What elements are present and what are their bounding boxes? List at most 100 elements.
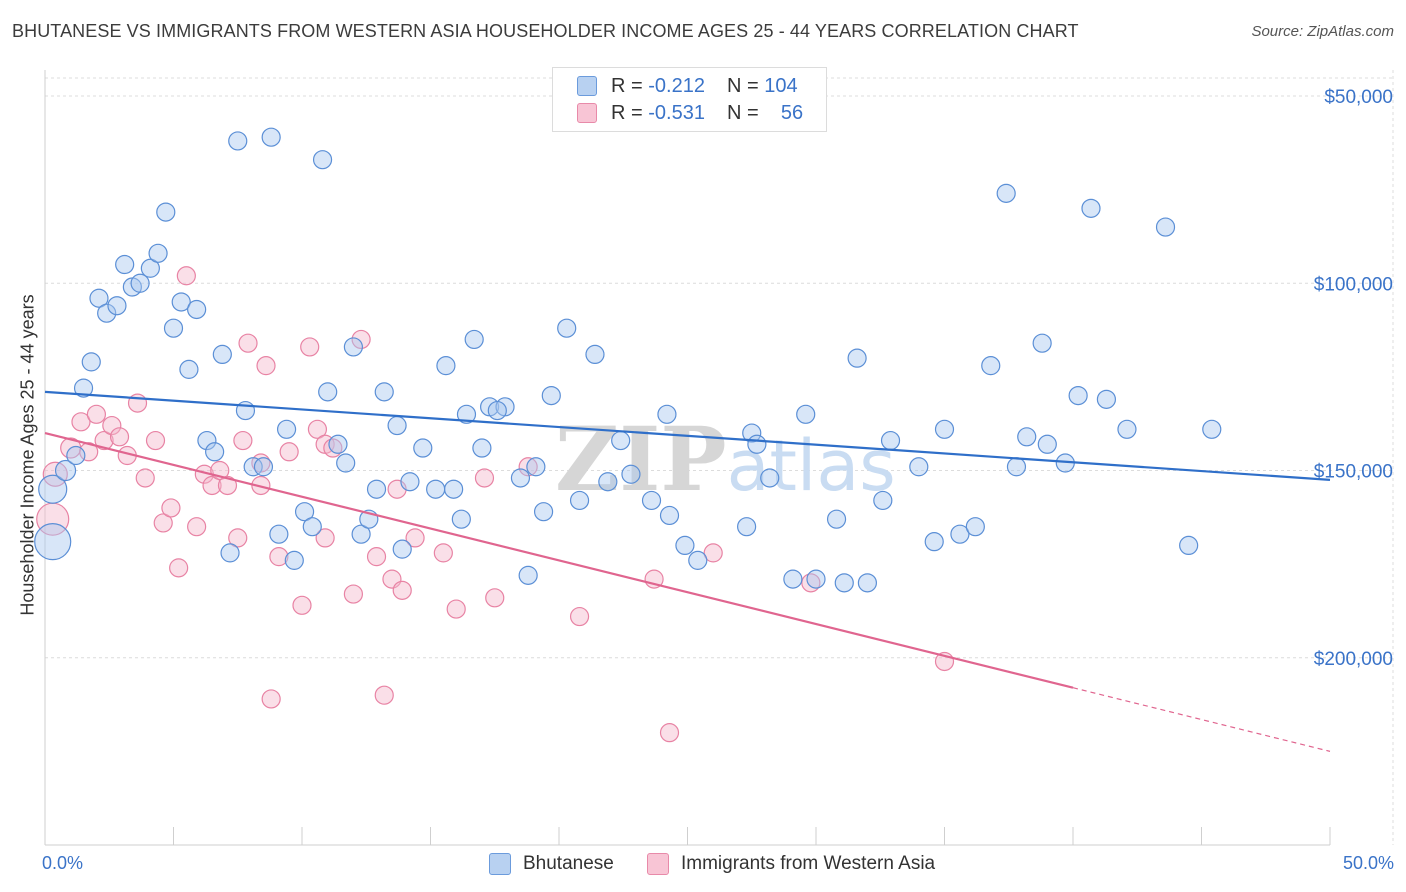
data-point-bhutanese bbox=[351, 524, 371, 544]
data-point-immigrants bbox=[109, 427, 130, 447]
data-point-bhutanese bbox=[253, 457, 274, 477]
bottom-legend-label: Immigrants from Western Asia bbox=[681, 853, 936, 874]
source-note: Source: ZipAtlas.com bbox=[1251, 23, 1394, 40]
data-point-bhutanese bbox=[873, 490, 893, 511]
data-point-bhutanese bbox=[585, 344, 605, 365]
legend-r-value: -0.212 bbox=[648, 74, 705, 97]
data-point-immigrants bbox=[187, 517, 207, 537]
y-tick-label: $150,000 bbox=[1314, 462, 1393, 483]
data-point-bhutanese bbox=[526, 457, 546, 477]
data-point-immigrants bbox=[202, 475, 222, 496]
legend-r-value: -0.531 bbox=[648, 101, 705, 124]
data-point-bhutanese bbox=[965, 517, 985, 537]
data-point-bhutanese bbox=[374, 382, 394, 402]
data-point-immigrants bbox=[392, 580, 412, 600]
data-point-bhutanese bbox=[1202, 419, 1222, 439]
data-point-bhutanese bbox=[1068, 386, 1088, 406]
data-point-immigrants bbox=[292, 595, 312, 615]
data-point-bhutanese bbox=[834, 573, 854, 593]
data-point-bhutanese bbox=[675, 535, 695, 556]
data-point-bhutanese bbox=[392, 539, 412, 559]
y-tick-labels: $200,000 $150,000 $100,000 $50,000 bbox=[1314, 87, 1393, 670]
bottom-legend-label: Bhutanese bbox=[523, 853, 614, 874]
data-point-immigrants bbox=[307, 419, 328, 439]
data-point-immigrants bbox=[351, 329, 371, 350]
data-point-bhutanese bbox=[366, 479, 387, 499]
data-point-bhutanese bbox=[163, 318, 184, 338]
data-point-bhutanese bbox=[641, 490, 662, 511]
data-point-bhutanese bbox=[1017, 427, 1037, 447]
legend-n-value: 104 bbox=[764, 74, 798, 97]
data-point-bhutanese bbox=[243, 457, 263, 477]
data-point-immigrants bbox=[446, 599, 466, 619]
data-point-bhutanese bbox=[413, 438, 433, 458]
data-point-bhutanese bbox=[934, 419, 955, 439]
data-point-bhutanese bbox=[659, 505, 680, 526]
data-point-bhutanese bbox=[847, 348, 867, 368]
data-point-bhutanese bbox=[269, 524, 289, 544]
data-point-immigrants bbox=[659, 723, 680, 743]
legend-r-label: R = bbox=[611, 101, 643, 124]
data-point-immigrants bbox=[703, 543, 723, 563]
data-point-immigrants bbox=[153, 513, 173, 533]
y-tick-label: $50,000 bbox=[1324, 87, 1393, 108]
x-min-label: 0.0% bbox=[42, 853, 84, 873]
x-max-label: 50.0% bbox=[1342, 853, 1394, 873]
data-point-immigrants bbox=[518, 457, 538, 477]
data-point-immigrants bbox=[256, 356, 276, 376]
data-point-bhutanese bbox=[1081, 198, 1101, 218]
bottom-legend-swatch-blue bbox=[489, 853, 511, 875]
data-point-bhutanese bbox=[38, 474, 68, 504]
data-point-bhutanese bbox=[130, 273, 150, 293]
correlation-legend: R = -0.212 N = 104 R = -0.531 N = 56 bbox=[552, 67, 827, 132]
data-point-bhutanese bbox=[197, 430, 217, 451]
data-point-bhutanese bbox=[171, 292, 191, 312]
data-point-bhutanese bbox=[228, 131, 248, 151]
data-point-immigrants bbox=[94, 430, 114, 451]
data-point-bhutanese bbox=[148, 243, 168, 263]
data-point-immigrants bbox=[569, 606, 590, 627]
data-point-bhutanese bbox=[688, 550, 708, 570]
data-point-bhutanese bbox=[426, 479, 446, 499]
data-point-immigrants bbox=[300, 337, 320, 357]
data-point-bhutanese bbox=[284, 550, 304, 570]
data-point-bhutanese bbox=[456, 404, 477, 424]
data-point-immigrants bbox=[238, 333, 258, 353]
legend-swatch-pink bbox=[577, 103, 597, 123]
data-point-bhutanese bbox=[950, 524, 970, 544]
data-point-bhutanese bbox=[1006, 457, 1027, 477]
data-point-bhutanese bbox=[1117, 419, 1137, 439]
bottom-legend-swatch-pink bbox=[647, 853, 669, 875]
data-point-immigrants bbox=[176, 266, 196, 286]
data-point-immigrants bbox=[169, 558, 189, 578]
data-point-bhutanese bbox=[312, 150, 333, 170]
data-point-bhutanese bbox=[487, 400, 507, 421]
data-point-immigrants bbox=[433, 543, 453, 563]
data-point-immigrants bbox=[42, 461, 68, 487]
data-point-bhutanese bbox=[760, 468, 780, 488]
data-point-immigrants bbox=[323, 438, 343, 458]
data-point-bhutanese bbox=[611, 430, 631, 451]
legend-swatch-blue bbox=[577, 76, 597, 96]
data-point-bhutanese bbox=[261, 127, 281, 147]
legend-n-label: N = bbox=[726, 74, 759, 97]
data-point-bhutanese bbox=[81, 352, 101, 372]
data-point-immigrants bbox=[374, 685, 394, 705]
data-point-immigrants bbox=[474, 468, 495, 488]
data-point-bhutanese bbox=[212, 344, 232, 365]
data-point-immigrants bbox=[145, 430, 166, 451]
data-point-bhutanese bbox=[621, 464, 641, 484]
data-point-bhutanese bbox=[436, 356, 456, 376]
data-point-bhutanese bbox=[451, 509, 471, 529]
data-point-immigrants bbox=[315, 528, 335, 548]
data-point-bhutanese bbox=[981, 356, 1001, 376]
data-point-bhutanese bbox=[107, 296, 127, 316]
data-point-bhutanese bbox=[328, 434, 348, 454]
series-immigrants-western-asia bbox=[36, 266, 955, 743]
data-point-bhutanese bbox=[857, 573, 878, 593]
data-point-bhutanese bbox=[737, 517, 757, 537]
data-point-immigrants bbox=[228, 528, 248, 548]
data-point-immigrants bbox=[217, 475, 238, 496]
data-point-bhutanese bbox=[1037, 434, 1057, 454]
